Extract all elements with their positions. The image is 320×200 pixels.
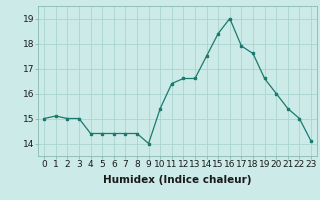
- X-axis label: Humidex (Indice chaleur): Humidex (Indice chaleur): [103, 175, 252, 185]
